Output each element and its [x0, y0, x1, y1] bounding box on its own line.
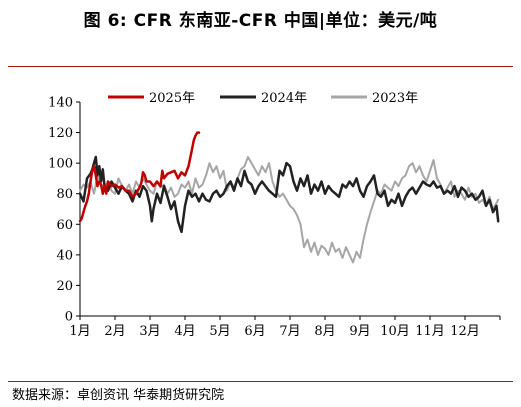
- x-tick-label: 2月: [104, 324, 125, 339]
- series-line-2023年: [79, 156, 500, 264]
- chart: 0 20 40 60 80 100 120 140 1月 2月 3月 4月 5月 6月 7月 8月 9月 10月 1…: [48, 91, 501, 340]
- x-tick-label: 5月: [209, 324, 230, 339]
- x-tick-label: 8月: [314, 324, 335, 339]
- y-tick-label: 100: [48, 157, 73, 172]
- series-line-2024年: [78, 155, 500, 234]
- y-tick-label: 0: [65, 310, 73, 325]
- x-tick-label: 10月: [380, 324, 410, 339]
- y-tick-label: 20: [56, 279, 73, 294]
- figure-title: 图 6: CFR 东南亚-CFR 中国|单位：美元/吨: [83, 11, 438, 31]
- bottom-rule: [8, 381, 513, 382]
- y-tick-label: 40: [56, 248, 73, 263]
- legend-label: 2024年: [261, 91, 307, 106]
- y-tick-label: 80: [56, 187, 73, 202]
- x-tick-label: 3月: [139, 324, 160, 339]
- legend: 2025年 2024年 2023年: [108, 91, 418, 106]
- x-tick-label: 7月: [279, 324, 300, 339]
- tick-labels: 0 20 40 60 80 100 120 140 1月 2月 3月 4月 5月 6月 7月 8月 9月 10月 1…: [48, 96, 480, 340]
- x-tick-label: 11月: [415, 324, 445, 339]
- x-tick-label: 9月: [349, 324, 370, 339]
- legend-label: 2023年: [372, 91, 418, 106]
- x-tick-label: 6月: [244, 324, 265, 339]
- top-rule: [8, 66, 513, 67]
- x-tick-label: 1月: [69, 324, 90, 339]
- source-note: 数据来源：卓创资讯 华泰期货研究院: [12, 388, 225, 403]
- y-tick-label: 140: [48, 96, 73, 111]
- axes: [76, 101, 501, 320]
- x-tick-label: 4月: [174, 324, 195, 339]
- series-line-2025年: [78, 131, 201, 223]
- legend-label: 2025年: [149, 91, 195, 106]
- series-lines: [78, 131, 500, 264]
- y-tick-label: 120: [48, 126, 73, 141]
- x-tick-label: 12月: [450, 324, 480, 339]
- y-tick-label: 60: [56, 218, 73, 233]
